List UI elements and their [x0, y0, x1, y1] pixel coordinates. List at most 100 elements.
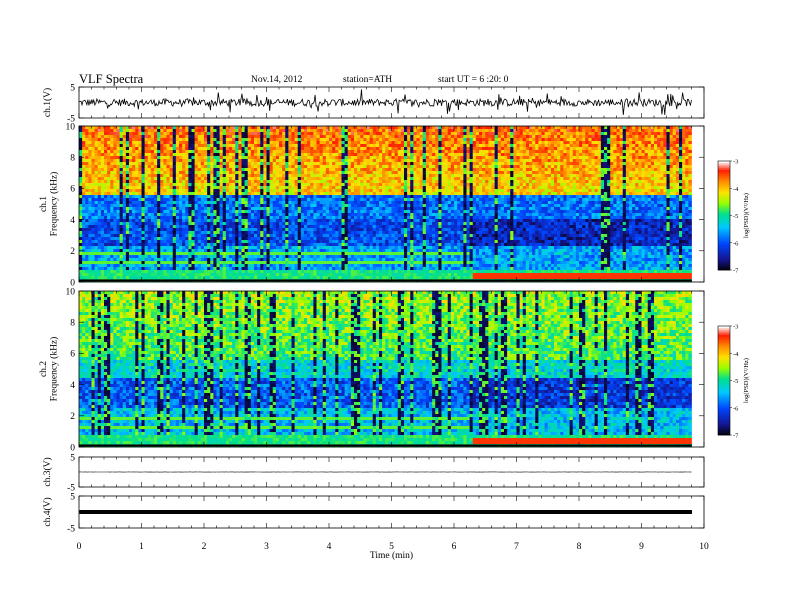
spectrogram-cell — [226, 174, 229, 177]
spectrogram-cell — [229, 204, 232, 207]
spectrogram-cell — [148, 177, 151, 180]
spectrogram-cell — [201, 153, 204, 156]
spectrogram-cell — [138, 195, 141, 198]
spectrogram-cell — [154, 201, 157, 204]
spectrogram-cell — [263, 174, 266, 177]
spectrogram-cell — [145, 138, 148, 141]
spectrogram-cell — [213, 207, 216, 210]
spectrogram-cell — [238, 258, 241, 261]
spectrogram-cell — [154, 192, 157, 195]
spectrogram-cell — [292, 225, 295, 228]
spectrogram-cell — [213, 189, 216, 192]
spectrogram-cell — [142, 174, 145, 177]
spectrogram-cell — [92, 198, 95, 201]
spectrogram-cell — [129, 219, 132, 222]
spectrogram-cell — [251, 153, 254, 156]
spectrogram-cell — [148, 228, 151, 231]
spectrogram-cell — [292, 129, 295, 132]
spectrogram-cell — [301, 213, 304, 216]
spectrogram-cell — [179, 237, 182, 240]
spectrogram-cell — [248, 129, 251, 132]
spectrogram-cell — [154, 198, 157, 201]
spectrogram-cell — [95, 249, 98, 252]
spectrogram-cell — [170, 207, 173, 210]
spectrogram-cell — [217, 168, 220, 171]
spectrogram-cell — [220, 168, 223, 171]
spectrogram-cell — [160, 231, 163, 234]
spectrogram-cell — [279, 246, 282, 249]
spectrogram-cell — [223, 273, 226, 276]
spectrogram-cell — [326, 231, 329, 234]
spectrogram-cell — [107, 213, 110, 216]
spectrogram-cell — [95, 225, 98, 228]
spectrogram-cell — [207, 150, 210, 153]
spectrogram-cell — [276, 195, 279, 198]
spectrogram-cell — [260, 177, 263, 180]
spectrogram-cell — [301, 144, 304, 147]
spectrogram-cell — [104, 168, 107, 171]
spectrogram-cell — [138, 219, 141, 222]
spectrogram-cell — [95, 237, 98, 240]
spectrogram-cell — [217, 210, 220, 213]
spectrogram-cell — [342, 177, 345, 180]
spectrogram-cell — [317, 198, 320, 201]
spectrogram-cell — [232, 231, 235, 234]
spectrogram-cell — [292, 159, 295, 162]
spectrogram-cell — [192, 270, 195, 273]
spectrogram-cell — [192, 237, 195, 240]
spectrogram-cell — [348, 141, 351, 144]
spectrogram-cell — [260, 249, 263, 252]
spectrogram-cell — [288, 147, 291, 150]
spectrogram-cell — [82, 222, 85, 225]
spectrogram-cell — [288, 201, 291, 204]
spectrogram-cell — [292, 264, 295, 267]
spectrogram-cell — [257, 261, 260, 264]
spectrogram-cell — [185, 228, 188, 231]
spectrogram-cell — [92, 213, 95, 216]
spectrogram-cell — [95, 153, 98, 156]
spectrogram-cell — [135, 183, 138, 186]
spectrogram-cell — [220, 177, 223, 180]
spectrogram-cell — [257, 231, 260, 234]
spectrogram-cell — [285, 195, 288, 198]
spectrogram-cell — [335, 192, 338, 195]
spectrogram-cell — [332, 246, 335, 249]
spectrogram-cell — [110, 225, 113, 228]
spectrogram-cell — [332, 249, 335, 252]
spectrogram-cell — [295, 243, 298, 246]
spectrogram-cell — [98, 171, 101, 174]
spectrogram-cell — [348, 174, 351, 177]
spectrogram-cell — [295, 186, 298, 189]
spectrogram-cell — [79, 222, 82, 225]
spectrogram-cell — [370, 207, 373, 210]
spectrogram-cell — [342, 198, 345, 201]
spectrogram-cell — [220, 198, 223, 201]
spectrogram-cell — [235, 231, 238, 234]
spectrogram-cell — [185, 165, 188, 168]
spectrogram-cell — [151, 255, 154, 258]
spectrogram-cell — [188, 138, 191, 141]
spectrogram-cell — [95, 180, 98, 183]
spectrogram-cell — [270, 240, 273, 243]
spectrogram-cell — [167, 276, 170, 279]
spectrogram-cell — [101, 267, 104, 270]
spectrogram-cell — [248, 228, 251, 231]
spectrogram-cell — [351, 225, 354, 228]
spectrogram-cell — [298, 153, 301, 156]
spectrogram-cell — [138, 156, 141, 159]
spectrogram-cell — [113, 153, 116, 156]
spectrogram-cell — [88, 216, 91, 219]
spectrogram-cell — [173, 192, 176, 195]
spectrogram-cell — [251, 270, 254, 273]
spectrogram-cell — [82, 126, 85, 129]
spectrogram-cell — [351, 231, 354, 234]
spectrogram-cell — [251, 165, 254, 168]
spectrogram-cell — [360, 249, 363, 252]
spectrogram-cell — [120, 264, 123, 267]
spectrogram-cell — [298, 270, 301, 273]
spectrogram-cell — [107, 210, 110, 213]
spectrogram-cell — [117, 243, 120, 246]
spectrogram-cell — [263, 210, 266, 213]
spectrogram-cell — [117, 204, 120, 207]
spectrogram-cell — [98, 144, 101, 147]
